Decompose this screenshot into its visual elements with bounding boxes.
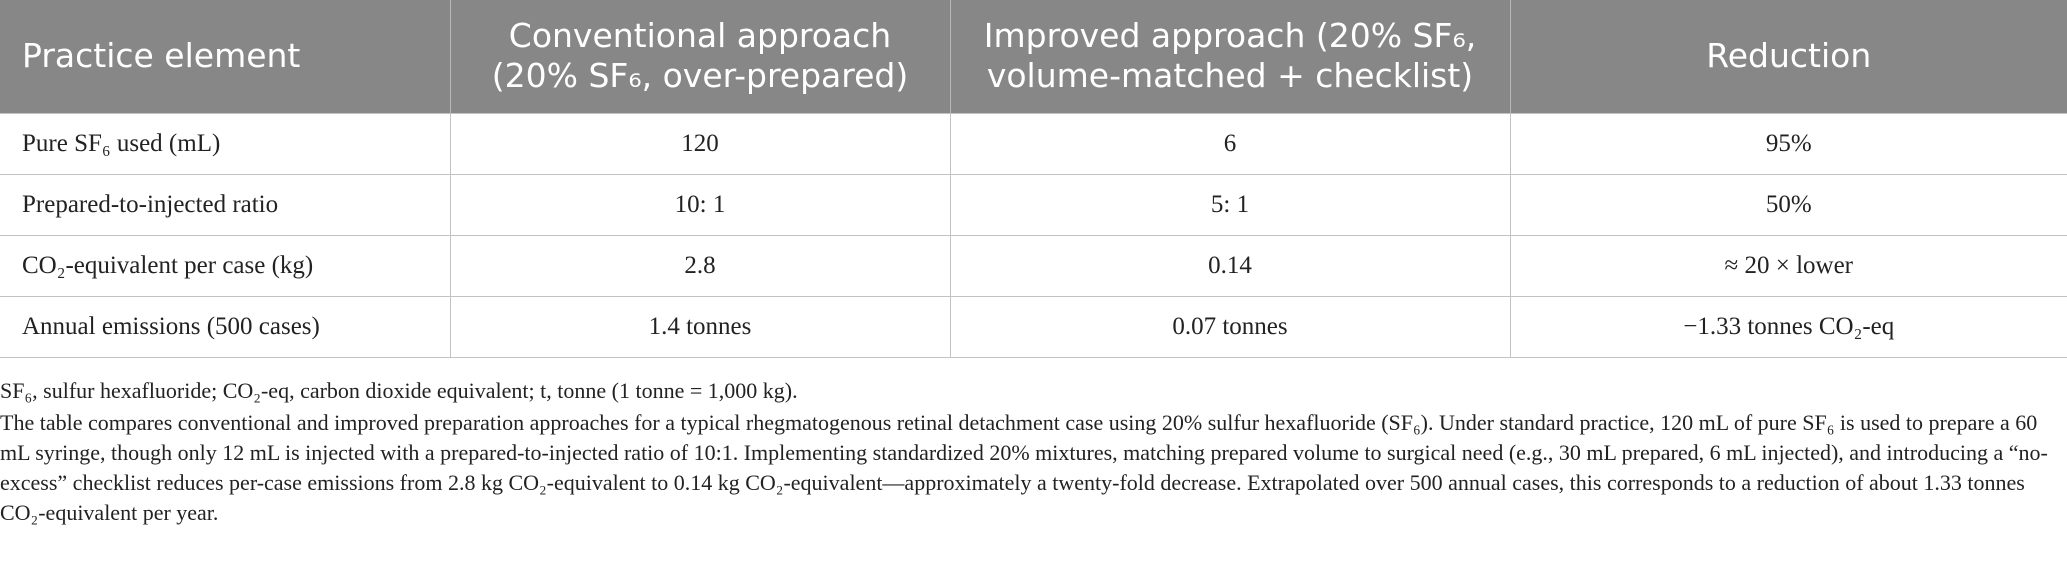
header-reduction: Reduction <box>1509 0 2067 113</box>
improved-value: 6 <box>949 112 1511 175</box>
row-label: Pure SF₆ used (mL) <box>0 112 451 175</box>
description-note: The table compares conventional and impr… <box>0 410 2048 525</box>
conventional-value: 120 <box>449 112 951 175</box>
improved-value: 0.14 <box>949 234 1511 297</box>
table-row: Prepared-to-injected ratio 10: 1 5: 1 50… <box>0 173 2067 236</box>
row-label: CO₂-equivalent per case (kg) <box>0 234 451 297</box>
header-conventional-approach: Conventional approach (20% SF₆, over-pre… <box>449 0 950 113</box>
reduction-value: −1.33 tonnes CO₂-eq <box>1509 295 2067 358</box>
header-practice-element: Practice element <box>0 0 450 113</box>
table-row: Annual emissions (500 cases) 1.4 tonnes … <box>0 295 2067 358</box>
row-label: Prepared-to-injected ratio <box>0 173 451 236</box>
improved-value: 5: 1 <box>949 173 1511 236</box>
comparison-table: Practice element Conventional approach (… <box>0 0 2067 358</box>
row-label: Annual emissions (500 cases) <box>0 295 451 358</box>
reduction-value: ≈ 20 × lower <box>1509 234 2067 297</box>
conventional-value: 1.4 tonnes <box>449 295 951 358</box>
abbreviations-note: SF₆, sulfur hexafluoride; CO₂-eq, carbon… <box>0 378 798 403</box>
reduction-value: 95% <box>1509 112 2067 175</box>
table-row: Pure SF₆ used (mL) 120 6 95% <box>0 112 2067 175</box>
improved-value: 0.07 tonnes <box>949 295 1511 358</box>
table-row: CO₂-equivalent per case (kg) 2.8 0.14 ≈ … <box>0 234 2067 297</box>
table-footnotes: SF₆, sulfur hexafluoride; CO₂-eq, carbon… <box>0 376 2050 528</box>
reduction-value: 50% <box>1509 173 2067 236</box>
conventional-value: 10: 1 <box>449 173 951 236</box>
conventional-value: 2.8 <box>449 234 951 297</box>
table-header-row: Practice element Conventional approach (… <box>0 0 2067 113</box>
header-improved-approach: Improved approach (20% SF₆, volume-match… <box>949 0 1510 113</box>
